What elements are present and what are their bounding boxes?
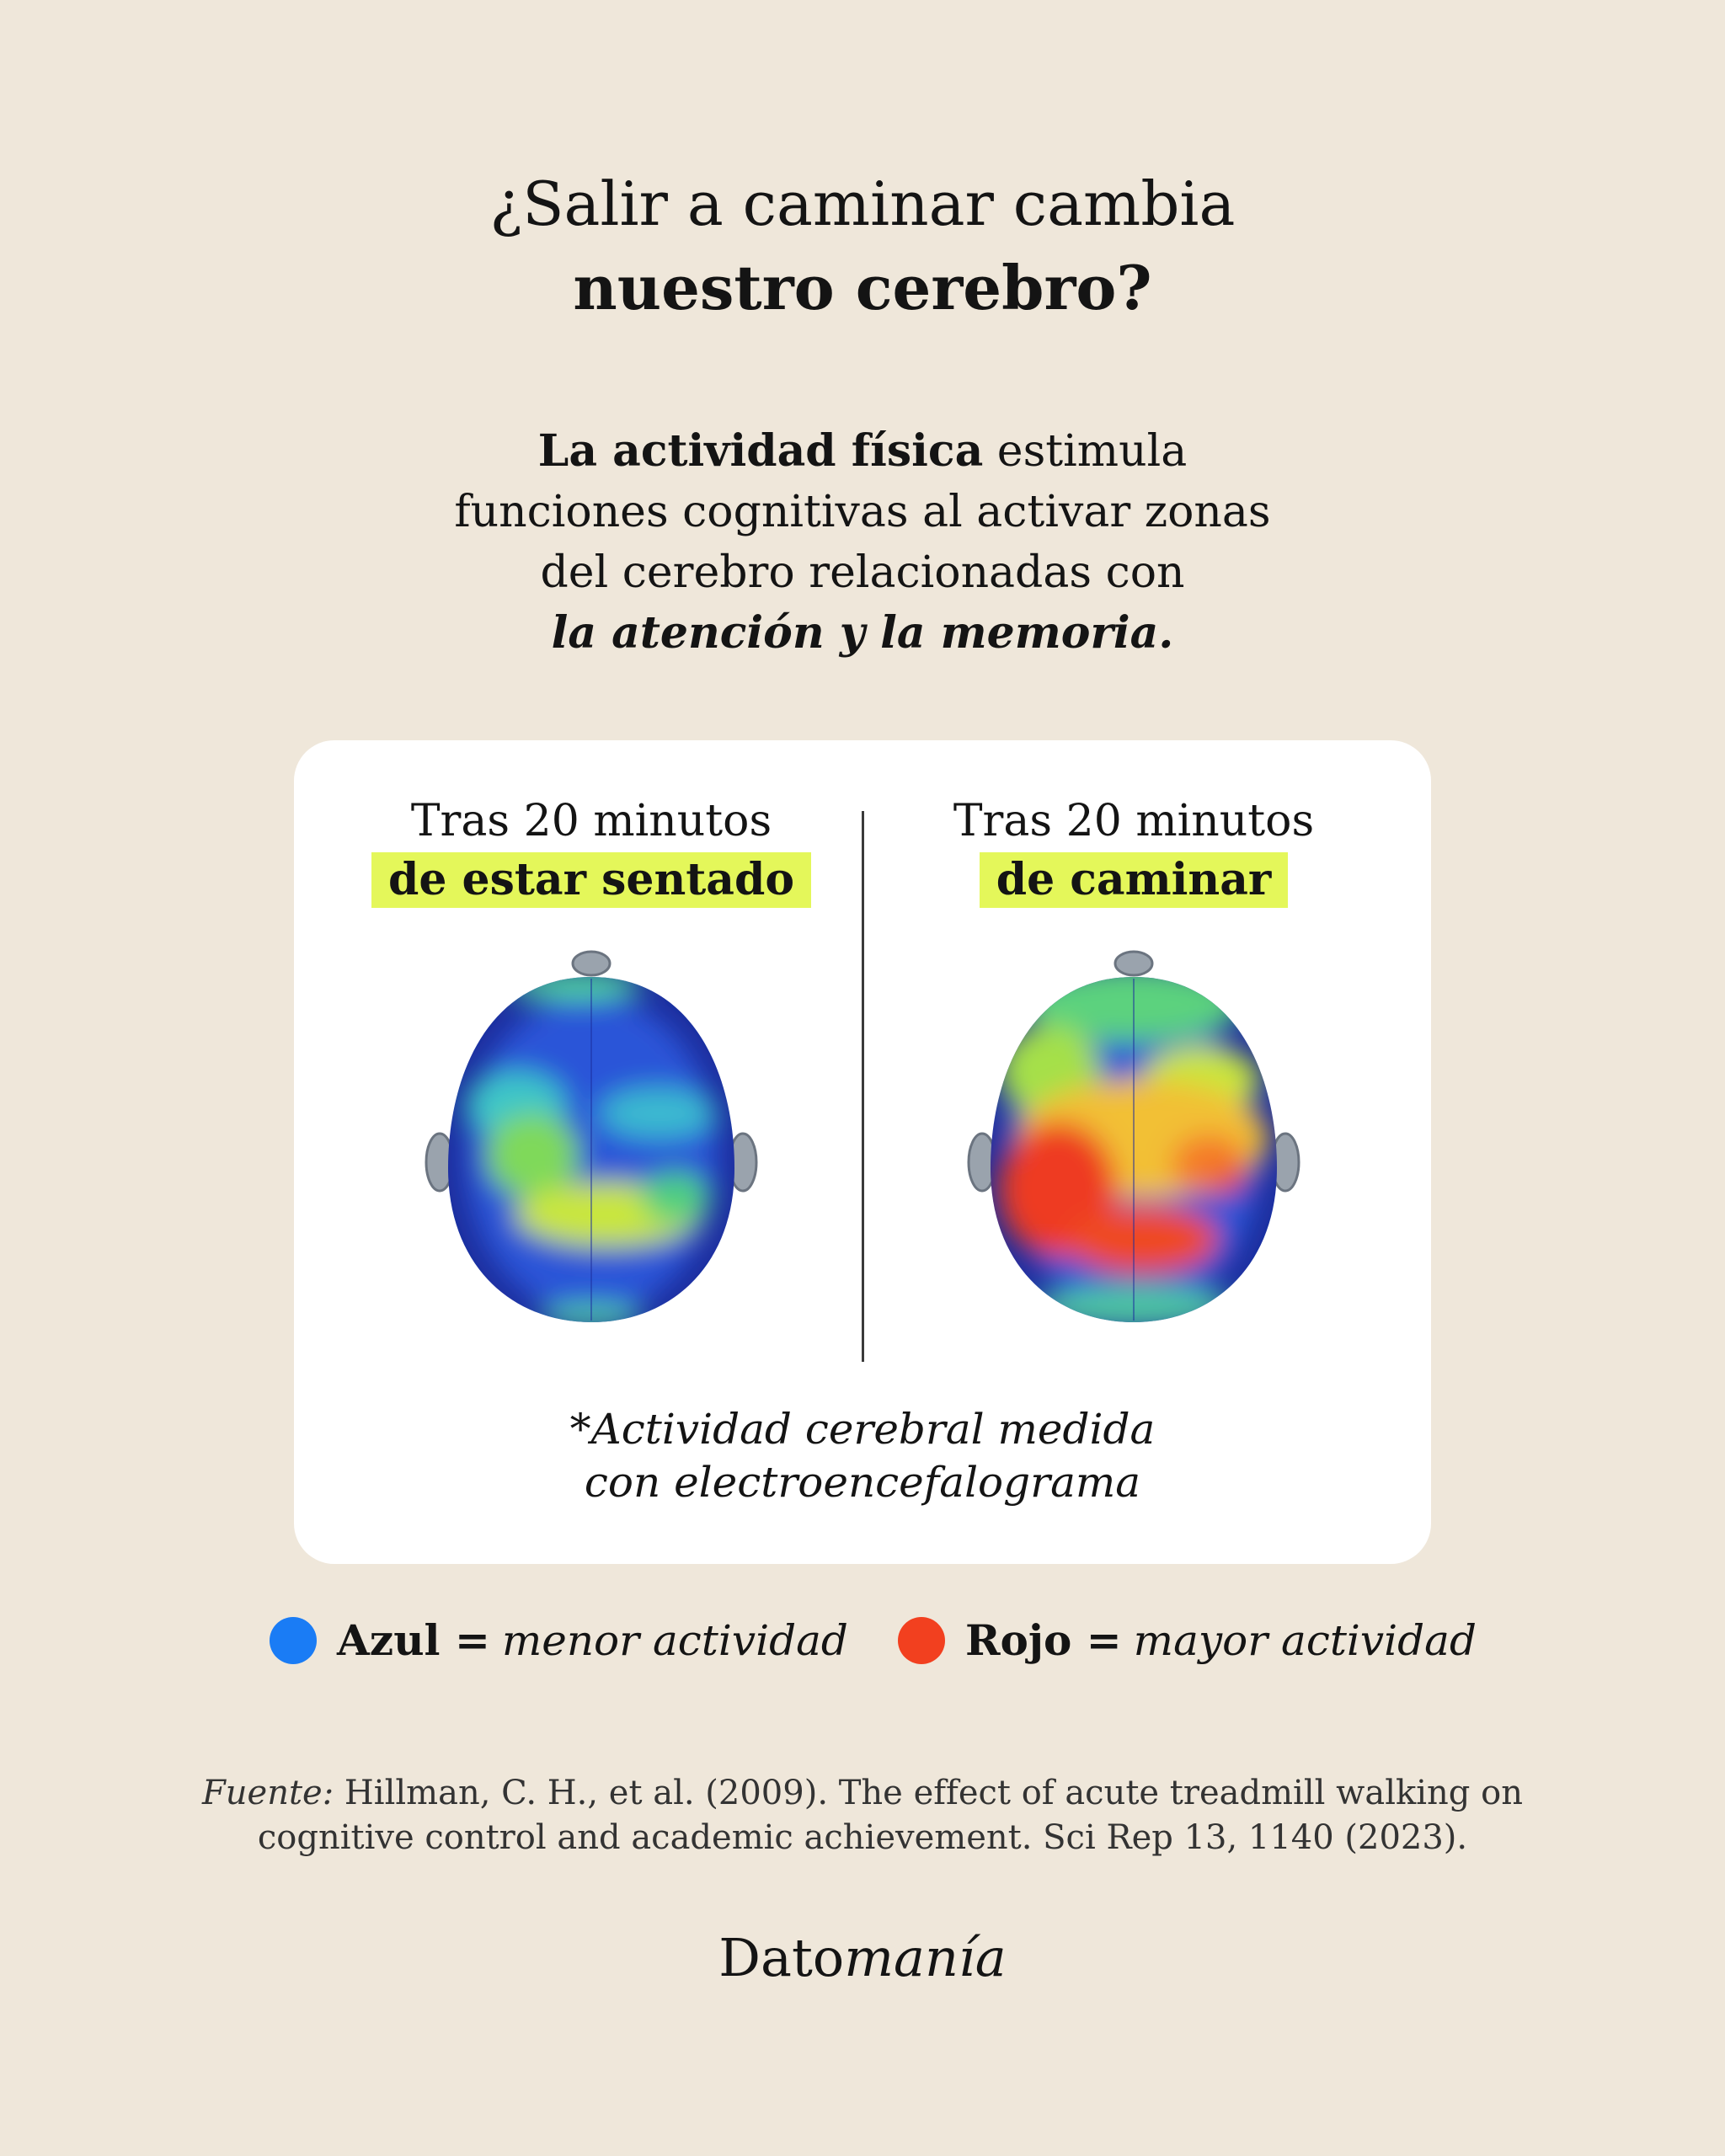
brand-italic: manía [844, 1927, 1007, 1988]
source-text: cognitive control and academic achieveme… [257, 1818, 1468, 1857]
legend-meaning: mayor actividad [1133, 1616, 1477, 1665]
intro-text: funciones cognitivas al activar zonas [454, 487, 1271, 537]
panel-line: Tras 20 minutos [410, 796, 772, 846]
legend-item: Azul = menor actividad [270, 1612, 848, 1669]
intro-emphasis: la atención y la memoria. [551, 607, 1174, 659]
source: Fuente: Hillman, C. H., et al. (2009). T… [0, 1771, 1725, 1860]
brain-map-walking [967, 950, 1300, 1322]
footnote-line: *Actividad cerebral medida [569, 1405, 1156, 1454]
footnote-line: con electroencefalograma [584, 1458, 1141, 1507]
legend-meaning: menor actividad [501, 1616, 848, 1665]
intro-text: del cerebro relacionadas con [540, 547, 1185, 598]
title-line: nuestro cerebro? [573, 252, 1152, 323]
panel-line: Tras 20 minutos [953, 796, 1315, 846]
intro-text: estimula [996, 426, 1188, 477]
panel-highlight: de caminar [979, 852, 1289, 908]
footnote: *Actividad cerebral medida con electroen… [0, 1403, 1725, 1509]
brain-map-sitting [425, 950, 758, 1322]
legend-item: Rojo = mayor actividad [898, 1612, 1477, 1669]
source-text: Hillman, C. H., et al. (2009). The effec… [344, 1774, 1523, 1812]
divider [862, 811, 864, 1362]
intro: La actividad física estimula funciones c… [0, 421, 1725, 664]
title: ¿Salir a caminar cambia nuestro cerebro? [0, 162, 1725, 330]
source-label: Fuente: [202, 1774, 334, 1812]
panel-highlight: de estar sentado [371, 852, 812, 908]
legend-swatch [898, 1617, 945, 1664]
title-line: ¿Salir a caminar cambia [489, 168, 1236, 239]
legend-term: Azul = [337, 1615, 490, 1665]
brand: Datomanía [0, 1927, 1725, 1988]
legend-swatch [270, 1617, 317, 1664]
legend-term: Rojo = [965, 1615, 1122, 1665]
panel-heading: Tras 20 minutos de estar sentado [307, 792, 875, 910]
panel-heading: Tras 20 minutos de caminar [850, 792, 1418, 910]
brand-plain: Dato [718, 1927, 845, 1988]
intro-bold: La actividad física [537, 425, 984, 477]
